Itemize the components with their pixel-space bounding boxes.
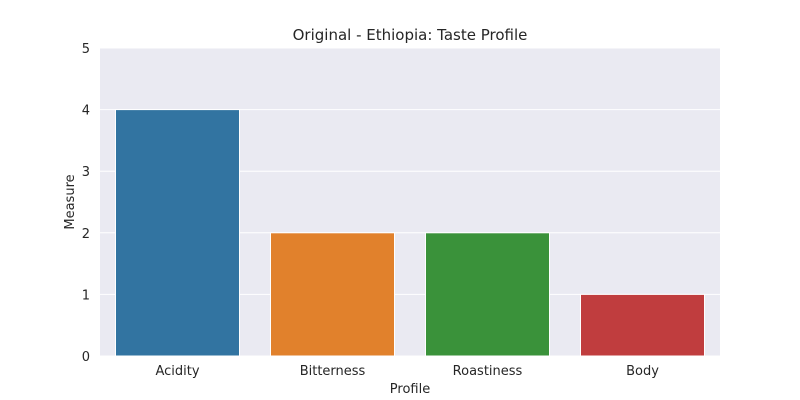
x-tick-labels: Acidity Bitterness Roastiness Body [155, 364, 659, 379]
bar-bitterness [270, 232, 395, 357]
x-axis-label: Profile [390, 382, 430, 397]
x-tick-label: Roastiness [453, 364, 523, 379]
y-tick-label: 2 [82, 227, 90, 242]
bars [115, 109, 705, 357]
y-tick-label: 4 [82, 104, 90, 119]
y-tick-label: 5 [82, 42, 90, 57]
y-tick-label: 1 [82, 288, 90, 303]
x-tick-label: Bitterness [300, 364, 366, 379]
y-tick-label: 0 [82, 350, 90, 365]
chart-title: Original - Ethiopia: Taste Profile [293, 26, 528, 44]
x-tick-label: Acidity [155, 364, 199, 379]
y-tick-labels: 0 1 2 3 4 5 [82, 42, 90, 365]
bar-acidity [115, 109, 240, 357]
y-axis-label: Measure [63, 174, 78, 229]
bar-roastiness [425, 232, 550, 357]
bar-body [580, 293, 705, 357]
x-tick-label: Body [626, 364, 659, 379]
y-tick-label: 3 [82, 165, 90, 180]
